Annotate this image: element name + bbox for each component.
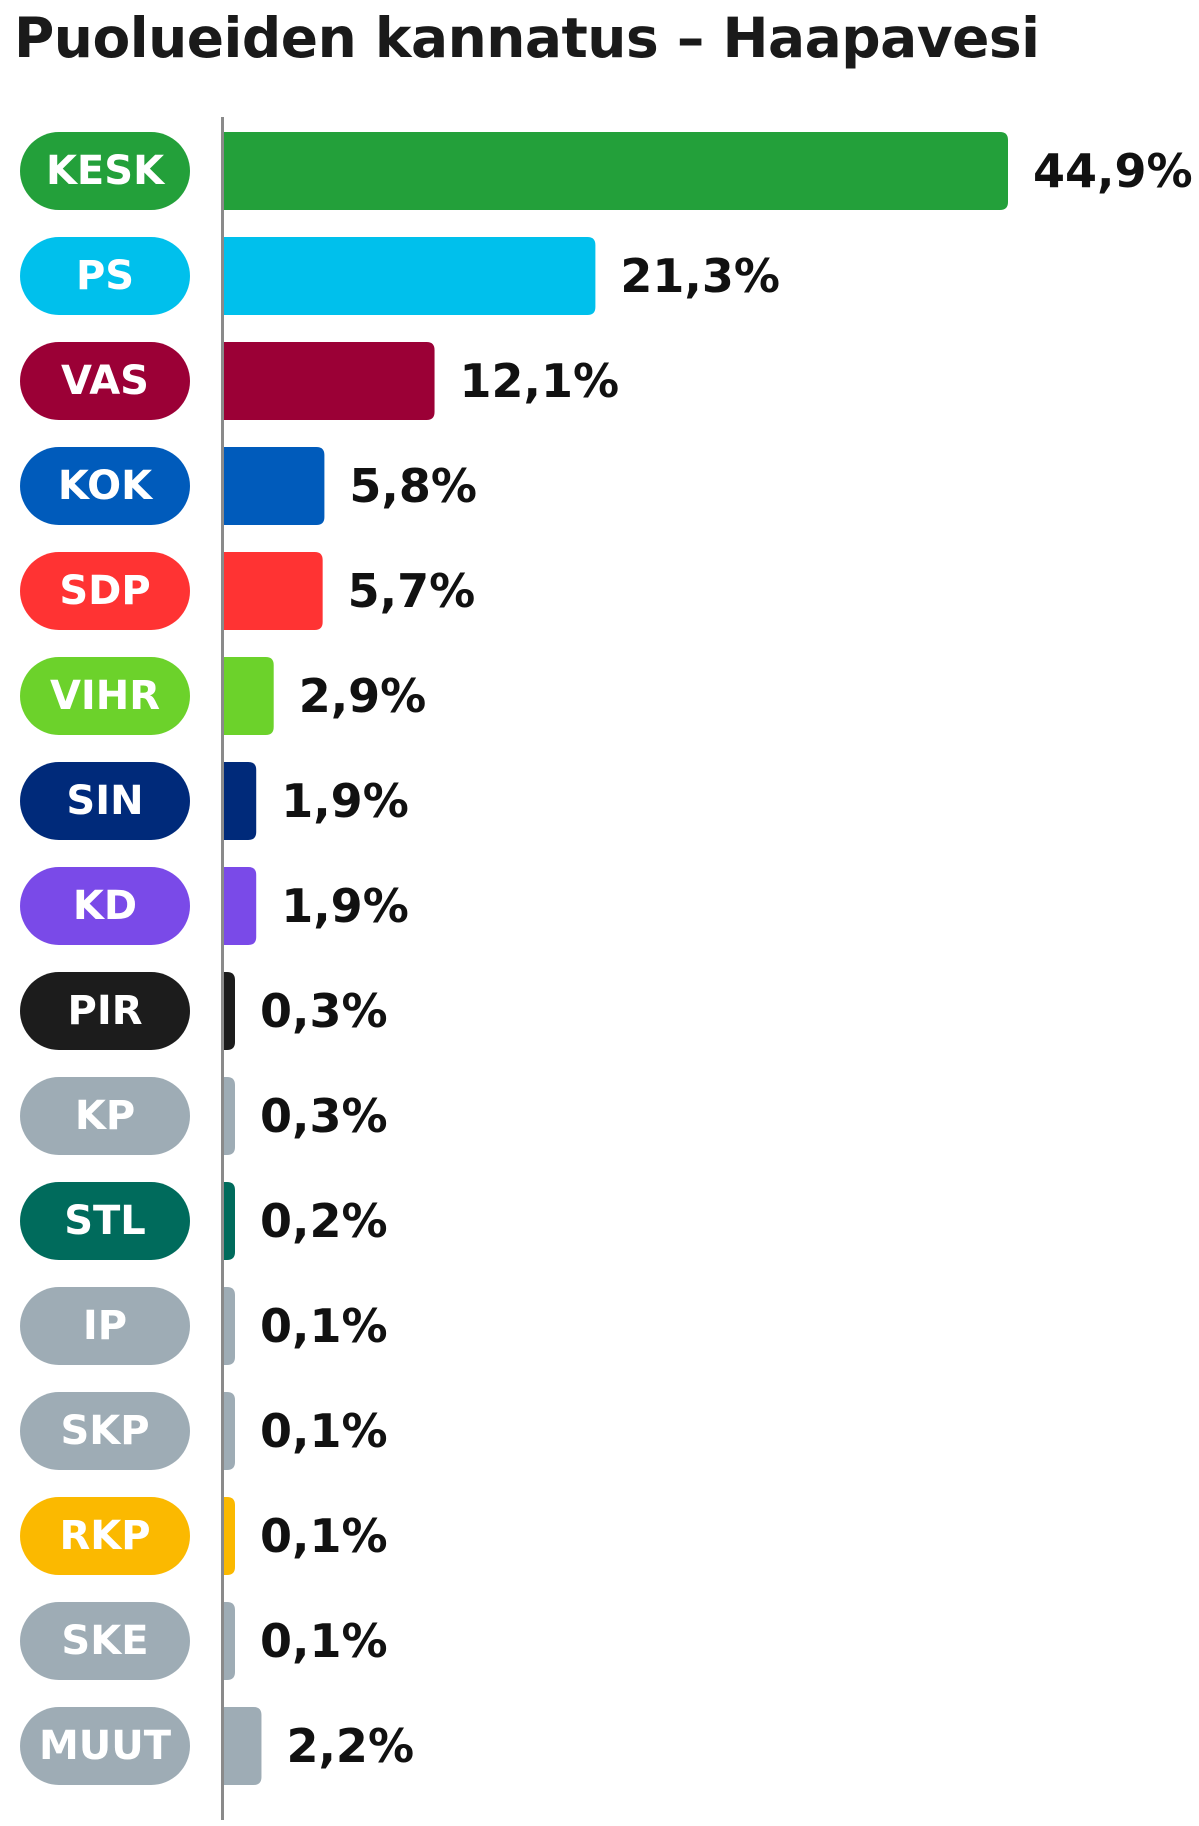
category-label-pir: PIR <box>68 988 143 1034</box>
bar-kd <box>223 867 257 945</box>
value-label-stl: 0,2% <box>260 1194 388 1248</box>
bar-rkp <box>223 1497 235 1575</box>
category-label-ip: IP <box>83 1303 127 1349</box>
party-pill-muut <box>20 1707 190 1785</box>
category-label-stl: STL <box>64 1198 146 1244</box>
category-label-vihr: VIHR <box>50 673 160 719</box>
bar-vihr <box>223 657 274 735</box>
party-pill-ps <box>20 237 190 315</box>
category-label-kp: KP <box>75 1093 135 1139</box>
category-label-skp: SKP <box>60 1408 149 1454</box>
category-label-rkp: RKP <box>59 1513 150 1559</box>
value-label-pir: 0,3% <box>260 984 388 1038</box>
value-label-muut: 2,2% <box>286 1719 414 1773</box>
value-label-ps: 21,3% <box>620 249 780 303</box>
value-label-sdp: 5,7% <box>348 564 476 618</box>
value-label-skp: 0,1% <box>260 1404 388 1458</box>
bar-kesk <box>223 132 1008 210</box>
bar-skp <box>223 1392 235 1470</box>
value-label-rkp: 0,1% <box>260 1509 388 1563</box>
category-label-vas: VAS <box>61 358 149 404</box>
party-pill-vas <box>20 342 190 420</box>
category-label-kd: KD <box>73 883 137 929</box>
chart-title: Puolueiden kannatus – Haapavesi <box>14 6 1040 70</box>
bar-ps <box>223 237 596 315</box>
value-label-sin: 1,9% <box>281 774 409 828</box>
party-pill-sdp <box>20 552 190 630</box>
party-pill-kesk <box>20 132 190 210</box>
party-pill-ip <box>20 1287 190 1365</box>
category-label-ps: PS <box>76 253 134 299</box>
value-label-kesk: 44,9% <box>1033 144 1193 198</box>
value-label-vas: 12,1% <box>460 354 620 408</box>
bar-kp <box>223 1077 235 1155</box>
category-label-ske: SKE <box>61 1618 148 1664</box>
bar-muut <box>223 1707 262 1785</box>
party-pill-stl <box>20 1182 190 1260</box>
value-label-vihr: 2,9% <box>299 669 427 723</box>
bar-kok <box>223 447 325 525</box>
bar-sin <box>223 762 257 840</box>
bar-sdp <box>223 552 323 630</box>
party-pill-skp <box>20 1392 190 1470</box>
bar-ske <box>223 1602 235 1680</box>
party-pill-vihr <box>20 657 190 735</box>
party-pill-kp <box>20 1077 190 1155</box>
party-pill-ske <box>20 1602 190 1680</box>
category-label-muut: MUUT <box>39 1723 172 1769</box>
party-pill-kd <box>20 867 190 945</box>
party-pill-rkp <box>20 1497 190 1575</box>
bar-pir <box>223 972 235 1050</box>
bar-stl <box>223 1182 235 1260</box>
bar-ip <box>223 1287 235 1365</box>
party-pill-pir <box>20 972 190 1050</box>
value-label-kok: 5,8% <box>349 459 477 513</box>
category-label-sdp: SDP <box>59 568 150 614</box>
category-label-kok: KOK <box>58 463 154 509</box>
value-label-kd: 1,9% <box>281 879 409 933</box>
party-pill-sin <box>20 762 190 840</box>
category-label-sin: SIN <box>66 778 143 824</box>
category-label-kesk: KESK <box>46 148 166 194</box>
value-label-ske: 0,1% <box>260 1614 388 1668</box>
value-label-ip: 0,1% <box>260 1299 388 1353</box>
value-label-kp: 0,3% <box>260 1089 388 1143</box>
party-pill-kok <box>20 447 190 525</box>
bar-vas <box>223 342 435 420</box>
